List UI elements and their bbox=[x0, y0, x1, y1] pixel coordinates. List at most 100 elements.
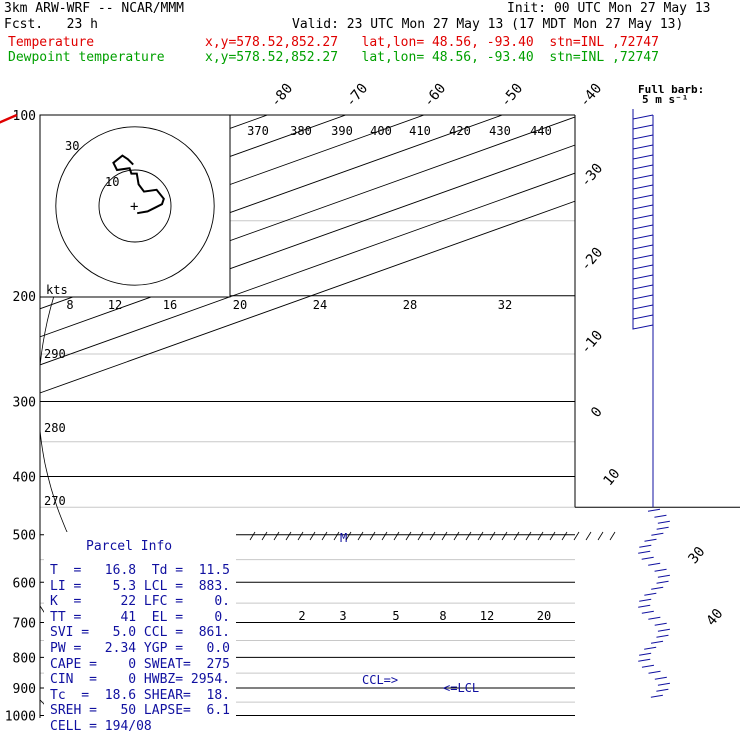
tick-mark bbox=[321, 531, 328, 541]
isotherm bbox=[40, 144, 575, 338]
isotherm bbox=[40, 172, 575, 366]
isotherm bbox=[40, 116, 575, 310]
wind-barb bbox=[632, 109, 654, 120]
parcel-info-row: T = 16.8 Td = 11.5 bbox=[50, 563, 231, 578]
dewpoint-legend-label: Dewpoint temperature bbox=[8, 50, 165, 65]
tick-mark bbox=[465, 531, 472, 541]
pressure-label: 100 bbox=[13, 109, 36, 124]
isotherm-label: -30 bbox=[578, 161, 607, 191]
model-title: 3km ARW-WRF -- NCAR/MMM bbox=[4, 1, 185, 16]
wind-barb bbox=[632, 139, 654, 150]
temperature-legend-label: Temperature bbox=[8, 35, 95, 50]
theta-label: 390 bbox=[331, 124, 353, 138]
pressure-label: 400 bbox=[13, 471, 36, 486]
wind-barb bbox=[632, 219, 654, 230]
tick-mark bbox=[537, 531, 544, 541]
wind-barb bbox=[644, 592, 657, 596]
theta-label: 370 bbox=[247, 124, 269, 138]
wind-barb bbox=[654, 514, 667, 518]
wind-barb bbox=[632, 169, 654, 180]
parcel-bg bbox=[44, 532, 236, 728]
hodograph-axis-label: 28 bbox=[403, 298, 417, 312]
tick-mark bbox=[273, 531, 280, 541]
isotherm bbox=[40, 200, 575, 394]
parcel-info-row: CAPE = 0 SWEAT= 275 bbox=[50, 656, 231, 672]
parcel-info-row: SREH = 50 LAPSE= 6.1 bbox=[50, 703, 231, 719]
tick-mark bbox=[525, 531, 532, 541]
hodograph-box bbox=[39, 114, 231, 298]
hodograph-trace bbox=[112, 154, 165, 215]
wind-barb bbox=[657, 520, 670, 524]
isotherm-label: -60 bbox=[421, 81, 450, 111]
pressure-label: 800 bbox=[13, 651, 36, 666]
parcel-info-row: Tc = 18.6 SHEAR= 18. bbox=[50, 687, 231, 703]
tick-mark bbox=[345, 531, 352, 541]
wind-barb bbox=[651, 586, 664, 590]
forecast-hour: Fcst. 23 h bbox=[4, 17, 98, 32]
theta-label: 430 bbox=[489, 124, 511, 138]
wind-barb bbox=[644, 646, 657, 650]
isotherm-label: -50 bbox=[498, 81, 527, 111]
wind-barb bbox=[657, 628, 670, 632]
tick-mark bbox=[369, 531, 376, 541]
mixing-ratio-label: 2 bbox=[298, 609, 305, 623]
hodograph-axis-label: 32 bbox=[498, 298, 512, 312]
parcel-info-row: PW = 2.34 YGP = 0.0 bbox=[50, 641, 231, 656]
hodograph-ring-label: 30 bbox=[65, 139, 79, 153]
hodograph-ring bbox=[55, 126, 215, 286]
pressure-label: 700 bbox=[13, 616, 36, 631]
pressure-label: 500 bbox=[13, 529, 36, 544]
hodograph-ring bbox=[98, 169, 172, 243]
tick-mark bbox=[441, 531, 448, 541]
parcel-info-row: TT = 41 EL = 0. bbox=[50, 609, 231, 625]
pressure-label: 300 bbox=[13, 396, 36, 411]
wind-barb bbox=[632, 239, 654, 250]
tick-mark bbox=[549, 531, 556, 541]
mixing-ratio-label: 3 bbox=[339, 609, 346, 623]
theta-label-left: 290 bbox=[44, 347, 66, 361]
wind-barb bbox=[632, 179, 654, 190]
tick-mark bbox=[585, 531, 592, 541]
wind-barb bbox=[632, 309, 654, 320]
hodograph-axis-label: 12 bbox=[108, 298, 122, 312]
pressure-label: 1000 bbox=[5, 710, 36, 725]
theta-label: 420 bbox=[449, 124, 471, 138]
tick-mark bbox=[573, 531, 580, 541]
mixing-ratio-label: 5 bbox=[392, 609, 399, 623]
hodograph-center: + bbox=[130, 199, 138, 215]
wind-barb bbox=[656, 580, 669, 584]
wind-barb bbox=[632, 149, 654, 160]
tick-mark bbox=[417, 531, 424, 541]
theta-label-left: 280 bbox=[44, 421, 66, 435]
wind-barb bbox=[632, 209, 654, 220]
isotherm-label: 10 bbox=[600, 466, 623, 489]
tick-mark bbox=[309, 531, 316, 541]
wind-barb bbox=[657, 574, 670, 578]
isotherm-label: 40 bbox=[703, 606, 726, 629]
wind-barb bbox=[632, 129, 654, 140]
wind-barb bbox=[644, 538, 657, 542]
wind-barb bbox=[650, 694, 663, 698]
tick-mark bbox=[609, 531, 616, 541]
wind-barb bbox=[657, 682, 671, 686]
wind-barb bbox=[656, 688, 669, 692]
isotherm bbox=[0, 115, 33, 728]
isotherm-label: 0 bbox=[588, 404, 606, 421]
tick-mark bbox=[297, 531, 304, 541]
parcel-info-row: CELL = 194/08 bbox=[50, 719, 152, 734]
wind-barb bbox=[632, 299, 654, 310]
theta-label: 400 bbox=[370, 124, 392, 138]
tick-mark bbox=[357, 531, 364, 541]
wind-barb bbox=[654, 622, 667, 626]
tick-mark bbox=[453, 531, 460, 541]
tick-mark bbox=[393, 531, 400, 541]
isotherm-label: -70 bbox=[343, 81, 372, 111]
wind-barb bbox=[651, 532, 664, 536]
parcel-info-row: K = 22 LFC = 0. bbox=[50, 594, 231, 610]
wind-barb bbox=[639, 544, 652, 548]
temperature-legend-info: x,y=578.52,852.27 lat,lon= 48.56, -93.40… bbox=[205, 35, 659, 50]
tick-mark bbox=[285, 531, 292, 541]
wind-key-value: 5 m s⁻¹ bbox=[642, 93, 688, 106]
